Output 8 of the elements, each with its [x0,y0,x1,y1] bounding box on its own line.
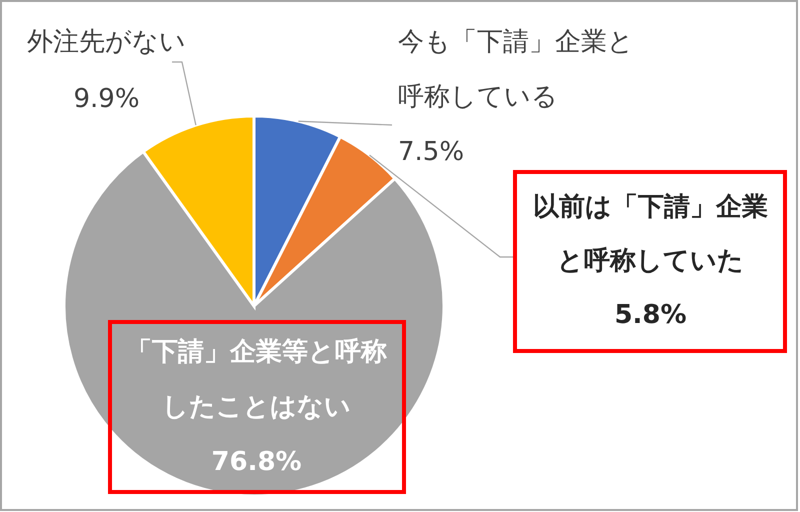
slice-label: 「下請」企業等と呼称したことはない [126,337,387,422]
slice-label: 今も「下請」企業と呼称している [398,27,634,112]
data-label: 9.9% [73,84,140,114]
slice-label: 以前は「下請」企業と呼称していた [533,192,768,276]
data-label: 5.8% [614,300,687,330]
data-label: 7.5% [398,137,464,167]
slice-label: 外注先がない [27,27,186,57]
data-label: 76.8% [211,447,302,477]
